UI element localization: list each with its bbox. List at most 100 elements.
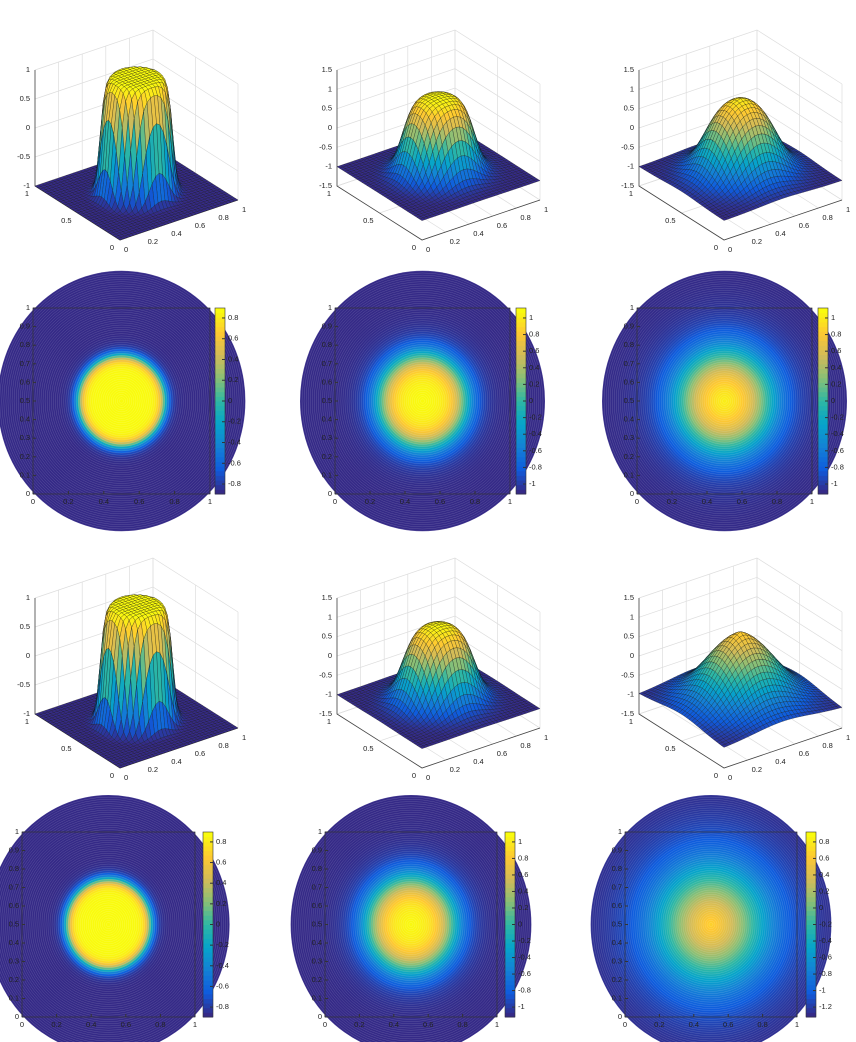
colorbar-cell: [818, 345, 828, 351]
z-tick-label: 0: [26, 123, 30, 132]
colorbar-cell: [818, 410, 828, 416]
y-tick-label: 1: [630, 303, 634, 312]
colorbar-cell: [215, 424, 225, 430]
colorbar-tick-label: 0.6: [831, 346, 841, 355]
x-tick-label: 0.6: [195, 749, 205, 758]
colorbar-tick-label: -0.6: [228, 458, 241, 467]
contour-panel: 0 0.2 0.4 0.6 0.8 100.10.20.30.40.50.60.70.80…: [601, 270, 848, 532]
y-tick-label: 1: [26, 303, 30, 312]
y-tick-label: 0.1: [322, 470, 332, 479]
colorbar-cell: [818, 401, 828, 407]
colorbar-cell: [215, 354, 225, 360]
colorbar-cell: [818, 340, 828, 346]
colorbar-cell: [516, 461, 526, 467]
x-tick-label: 0.4: [702, 497, 712, 506]
colorbar-cell: [516, 335, 526, 342]
colorbar-tick-label: 1: [831, 313, 835, 322]
z-tick-label: -0.5: [319, 142, 332, 151]
colorbar-cell: [516, 475, 526, 481]
x-tick-label: 0.6: [497, 221, 507, 230]
colorbar-cell: [516, 359, 526, 365]
x-tick-label: 0.2: [148, 237, 158, 246]
y-tick-label: 0.5: [665, 216, 675, 225]
colorbar-cell: [818, 456, 828, 462]
colorbar-cell: [215, 331, 225, 337]
y-tick-label: 0.5: [61, 216, 71, 225]
z-grid-line: [336, 29, 541, 85]
colorbar-cell: [516, 354, 526, 360]
x-tick-label: 0.6: [435, 497, 445, 506]
y-tick-label: 0: [110, 771, 114, 780]
x-tick-label: 0.2: [667, 497, 677, 506]
z-tick-label: 0: [26, 651, 30, 660]
x-tick-label: 0.8: [822, 213, 832, 222]
colorbar-cell: [818, 349, 828, 355]
colorbar-cell: [818, 466, 828, 472]
colorbar-tick-label: 0.6: [529, 346, 539, 355]
colorbar-tick-label: 0.4: [529, 363, 539, 372]
colorbar-tick-label: 0.6: [228, 334, 238, 343]
colorbar-tick-label: -1: [529, 479, 536, 488]
z-tick-label: 0: [630, 123, 634, 132]
y-tick-label: 0.2: [322, 452, 332, 461]
y-tick-label: 0.2: [20, 452, 30, 461]
x-tick-label: 0.4: [99, 497, 109, 506]
y-tick-label: 0.8: [322, 340, 332, 349]
colorbar-cell: [516, 391, 526, 397]
colorbar-tick-label: -1: [831, 479, 838, 488]
colorbar-tick-label: -0.6: [831, 446, 844, 455]
x-tick-label: 0.4: [473, 229, 483, 238]
x-tick-label: 0.6: [799, 221, 809, 230]
colorbar-cell: [215, 373, 225, 379]
colorbar-cell: [818, 442, 828, 448]
y-tick-label: 0.6: [20, 377, 30, 386]
z-tick-label: 1: [328, 84, 332, 93]
x-tick-label: 0.2: [365, 497, 375, 506]
colorbar-cell: [818, 405, 828, 411]
y-tick-label: 0.4: [20, 415, 30, 424]
z-grid-line: [638, 48, 843, 104]
colorbar-tick-label: -0.4: [831, 429, 844, 438]
x-tick-label: 0.8: [520, 213, 530, 222]
colorbar-cell: [516, 349, 526, 355]
colorbar-cell: [516, 308, 526, 314]
colorbar-tick-label: -0.6: [529, 446, 542, 455]
colorbar-cell: [516, 405, 526, 411]
colorbar-tick-label: -0.8: [228, 479, 241, 488]
x-tick-label: 0: [728, 245, 732, 254]
colorbar-cell: [818, 326, 828, 332]
colorbar-tick-label: 0.2: [529, 379, 539, 388]
y-tick-label: 0.3: [624, 433, 634, 442]
x-tick-label: 1: [508, 497, 512, 506]
colorbar-cell: [215, 442, 225, 448]
y-tick-label: 0.9: [624, 322, 634, 331]
x-tick-label: 0.8: [218, 213, 228, 222]
colorbar-cell: [516, 345, 526, 351]
contour-band: [420, 398, 425, 404]
colorbar-cell: [818, 335, 828, 342]
x-tick-label: 1: [242, 205, 246, 214]
z-tick-label: -1: [627, 162, 634, 171]
x-tick-label: 0: [124, 245, 128, 254]
colorbar-cell: [818, 447, 828, 453]
colorbar-cell: [215, 321, 225, 328]
colorbar-tick-label: 0: [831, 396, 835, 405]
colorbar-cell: [215, 475, 225, 481]
y-tick-label: 0.2: [624, 452, 634, 461]
z-grid-line: [638, 29, 843, 85]
colorbar-cell: [215, 387, 225, 393]
colorbar-tick-label: 0: [529, 396, 533, 405]
colorbar-cell: [516, 377, 526, 383]
colorbar-cell: [215, 461, 225, 467]
colorbar-cell: [818, 373, 828, 379]
z-tick-label: -1: [23, 181, 30, 190]
colorbar-tick-label: -0.4: [228, 438, 241, 447]
colorbar-cell: [215, 452, 225, 458]
colorbar-cell: [516, 424, 526, 430]
colorbar-tick-label: 0.4: [831, 363, 841, 372]
colorbar-cell: [215, 345, 225, 351]
x-tick-label: 1: [208, 497, 212, 506]
colorbar-tick-label: -0.2: [529, 413, 542, 422]
colorbar-cell: [818, 424, 828, 430]
